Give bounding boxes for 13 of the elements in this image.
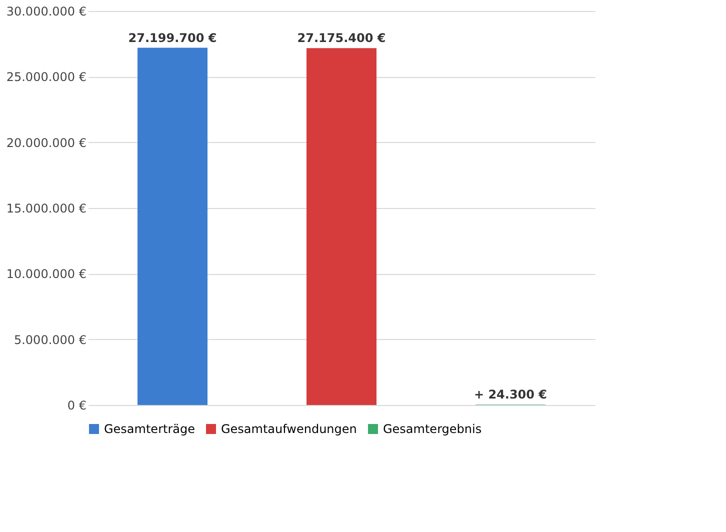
y-tick-label: 5.000.000 € — [14, 332, 86, 347]
y-tick-label: 30.000.000 € — [6, 4, 86, 18]
legend-label: Gesamtergebnis — [383, 422, 482, 436]
y-tick-label: 20.000.000 € — [6, 136, 86, 150]
y-tick-label: 10.000.000 € — [6, 267, 86, 282]
data-label: 27.175.400 € — [297, 31, 386, 46]
legend-label: Gesamtaufwendungen — [221, 422, 357, 436]
data-label: + 24.300 € — [474, 388, 548, 402]
y-tick-label: 0 € — [67, 398, 86, 412]
y-tick-label: 15.000.000 € — [6, 202, 86, 216]
data-label: 27.199.700 € — [128, 30, 217, 45]
y-tick-label: 25.000.000 € — [6, 70, 86, 84]
legend-label: Gesamterträge — [104, 422, 195, 436]
